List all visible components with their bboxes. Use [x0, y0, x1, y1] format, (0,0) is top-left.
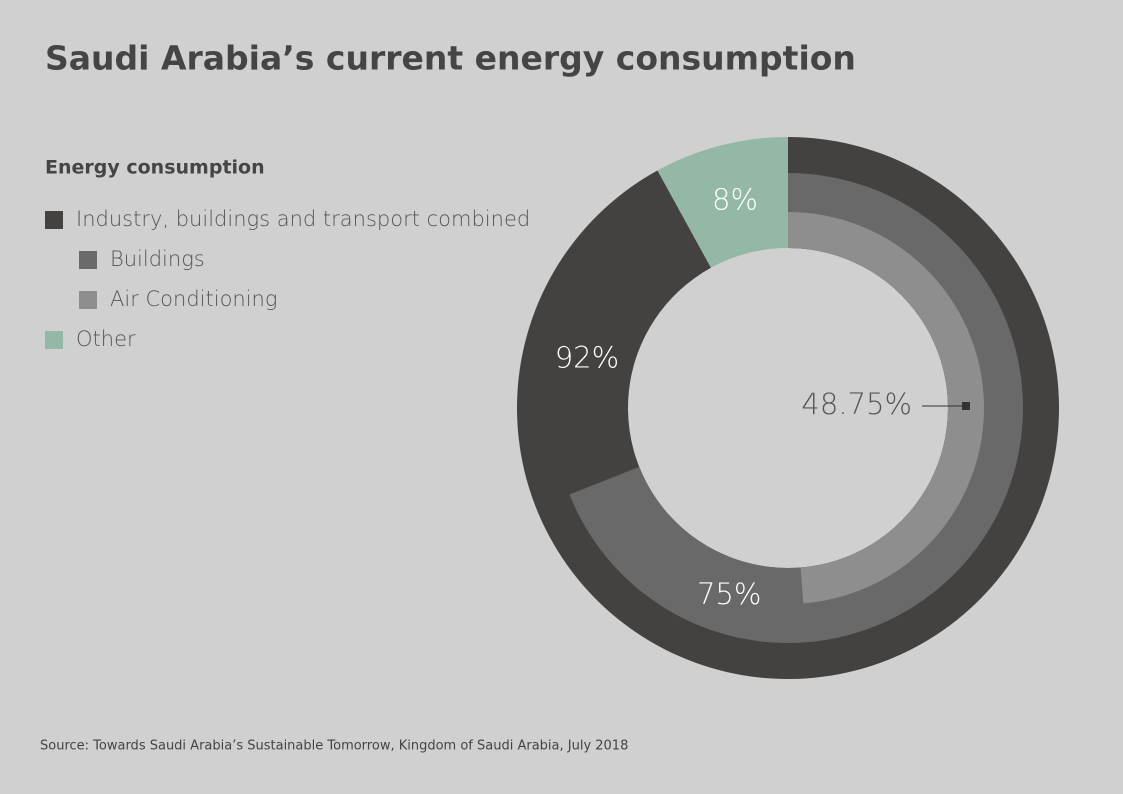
legend-label: Other — [76, 327, 136, 351]
legend-swatch — [79, 251, 97, 269]
legend-label: Industry, buildings and transport combin… — [76, 207, 530, 231]
legend-label: Buildings — [110, 247, 205, 271]
segment — [788, 212, 985, 604]
chart-title: Saudi Arabia’s current energy consumptio… — [45, 39, 856, 78]
value-label: 75% — [697, 577, 761, 611]
value-label: 92% — [555, 340, 619, 374]
source: Source: Towards Saudi Arabia’s Sustainab… — [40, 739, 628, 754]
legend-title: Energy consumption — [45, 157, 265, 179]
value-label: 8% — [712, 183, 758, 217]
segment — [657, 137, 788, 268]
legend-label: Air Conditioning — [110, 287, 277, 311]
legend-swatch — [45, 211, 63, 229]
value-label: 48.75% — [801, 387, 912, 421]
leader-dot — [962, 402, 970, 410]
legend-swatch — [45, 331, 63, 349]
legend-swatch — [79, 291, 97, 309]
